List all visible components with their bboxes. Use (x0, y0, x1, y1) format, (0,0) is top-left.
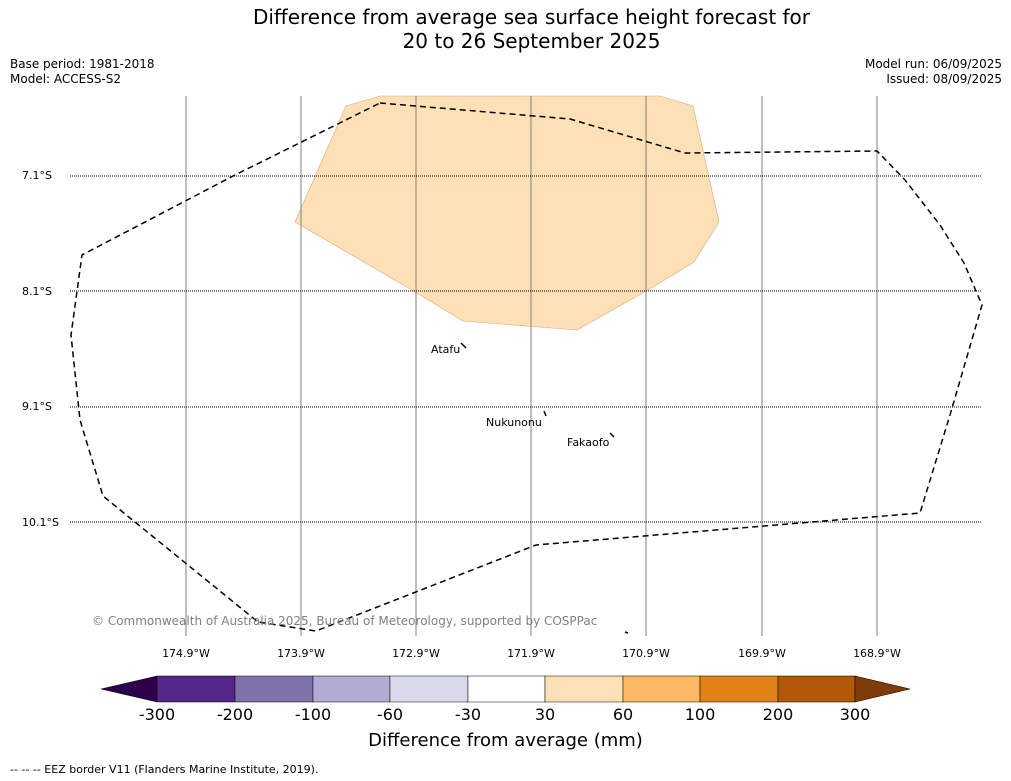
meta-right: Model run: 06/09/2025 Issued: 08/09/2025 (865, 57, 1002, 87)
colorbar-tick-10: 300 (839, 705, 871, 724)
place-atafu: Atafu (431, 343, 461, 356)
colorbar-extend-low (100, 675, 158, 703)
lon-label-171-9: 171.9°W (507, 647, 555, 660)
map-title: Difference from average sea surface heig… (0, 5, 1011, 53)
colorbar-bin-9 (777, 675, 856, 703)
place-nukunonu: Nukunonu (486, 416, 542, 429)
colorbar-label: Difference from average (mm) (368, 730, 643, 751)
lon-label-172-9: 172.9°W (392, 647, 440, 660)
colorbar-bin-8 (699, 675, 779, 703)
parallel-lines (70, 175, 982, 523)
lon-label-170-9: 170.9°W (622, 647, 670, 660)
lat-label-10-1: 10.1°S (22, 516, 59, 529)
anomaly-region (294, 95, 720, 331)
atafu-island (460, 342, 467, 349)
colorbar-bin-5 (467, 675, 546, 703)
colorbar-tick-2: -200 (216, 705, 254, 724)
title-line-1: Difference from average sea surface heig… (252, 5, 811, 29)
colorbar-tick-1: -300 (138, 705, 176, 724)
colorbar (100, 675, 911, 703)
eez-legend: -- -- -- EEZ border V11 (Flanders Marine… (10, 763, 319, 776)
colorbar-tick-6: 30 (534, 705, 556, 724)
lon-label-169-9: 169.9°W (738, 647, 786, 660)
colorbar-extend-high (854, 675, 911, 703)
colorbar-tick-5: -30 (454, 705, 482, 724)
lon-label-168-9: 168.9°W (853, 647, 901, 660)
place-fakaofo: Fakaofo (567, 436, 610, 449)
base-period: Base period: 1981-2018 (10, 57, 155, 71)
colorbar-bin-3 (312, 675, 391, 703)
colorbar-tick-4: -60 (376, 705, 404, 724)
colorbar-bin-6 (544, 675, 624, 703)
colorbar-bin-2 (234, 675, 314, 703)
colorbar-tick-8: 100 (684, 705, 716, 724)
lon-label-174-9: 174.9°W (162, 647, 210, 660)
meridian-lines (185, 96, 878, 636)
lat-label-9-1: 9.1°S (22, 400, 52, 413)
title-line-2: 20 to 26 September 2025 (402, 29, 661, 53)
nukunonu-island (543, 410, 547, 417)
model-name: Model: ACCESS-S2 (10, 72, 122, 86)
colorbar-tick-7: 60 (612, 705, 634, 724)
colorbar-tick-3: -100 (294, 705, 332, 724)
small-island (624, 631, 629, 634)
colorbar-bin-7 (622, 675, 701, 703)
fakaofo-island (609, 432, 615, 438)
model-run: Model run: 06/09/2025 (864, 57, 1002, 71)
lat-label-8-1: 8.1°S (22, 285, 52, 298)
colorbar-bin-1 (156, 675, 236, 703)
lat-label-7-1: 7.1°S (22, 169, 52, 182)
lon-label-173-9: 173.9°W (277, 647, 325, 660)
eez-border (70, 102, 983, 632)
issued-date: Issued: 08/09/2025 (886, 72, 1002, 86)
colorbar-bin-4 (389, 675, 469, 703)
copyright-notice: © Commonwealth of Australia 2025, Bureau… (92, 614, 598, 628)
colorbar-tick-9: 200 (762, 705, 794, 724)
meta-left: Base period: 1981-2018 Model: ACCESS-S2 (10, 57, 155, 87)
